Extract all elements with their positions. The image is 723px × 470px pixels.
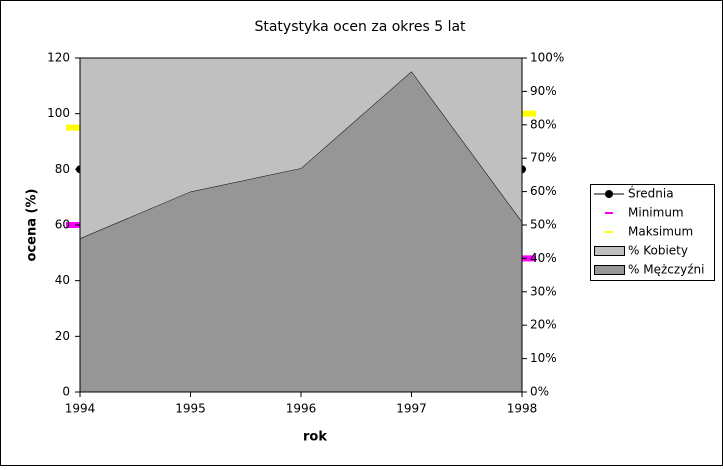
y2-tick-label: 60% <box>530 184 557 198</box>
legend-key <box>605 190 613 198</box>
y2-tick-label: 20% <box>530 318 557 332</box>
y2-tick-label: 80% <box>530 117 557 131</box>
legend-label: Minimum <box>628 206 684 220</box>
y-tick-label: 40 <box>55 273 70 287</box>
y-tick-label: 0 <box>62 385 70 399</box>
y-tick-label: 20 <box>55 329 70 343</box>
x-tick-label: 1996 <box>286 402 317 416</box>
y2-tick-label: 90% <box>530 84 557 98</box>
x-tick-label: 1994 <box>65 402 96 416</box>
y2-tick-label: 30% <box>530 284 557 298</box>
y2-tick-label: 50% <box>530 218 557 232</box>
chart-title: Statystyka ocen za okres 5 lat <box>254 19 466 35</box>
y-tick-label: 60 <box>55 218 70 232</box>
x-axis-label: rok <box>303 430 327 445</box>
area <box>80 71 522 393</box>
legend-key <box>594 265 625 275</box>
legend-key <box>594 246 625 256</box>
area <box>80 58 522 239</box>
x-tick-label: 1995 <box>175 402 206 416</box>
x-tick-label: 1997 <box>396 402 427 416</box>
legend-label: % Kobiety <box>628 244 688 258</box>
legend-label: Średnia <box>628 186 674 201</box>
legend-label: Maksimum <box>628 225 693 239</box>
y2-tick-label: 0% <box>530 385 549 399</box>
y2-tick-label: 70% <box>530 151 557 165</box>
y-tick-label: 120 <box>47 51 70 65</box>
y-tick-label: 80 <box>55 162 70 176</box>
legend-label: % Mężczyźni <box>628 263 705 277</box>
y-tick-label: 100 <box>47 106 70 120</box>
y-axis-label: ocena (%) <box>25 189 40 262</box>
x-tick-label: 1998 <box>507 402 538 416</box>
y2-tick-label: 10% <box>530 351 557 365</box>
y2-tick-label: 40% <box>530 251 557 265</box>
y2-tick-label: 100% <box>530 51 564 65</box>
